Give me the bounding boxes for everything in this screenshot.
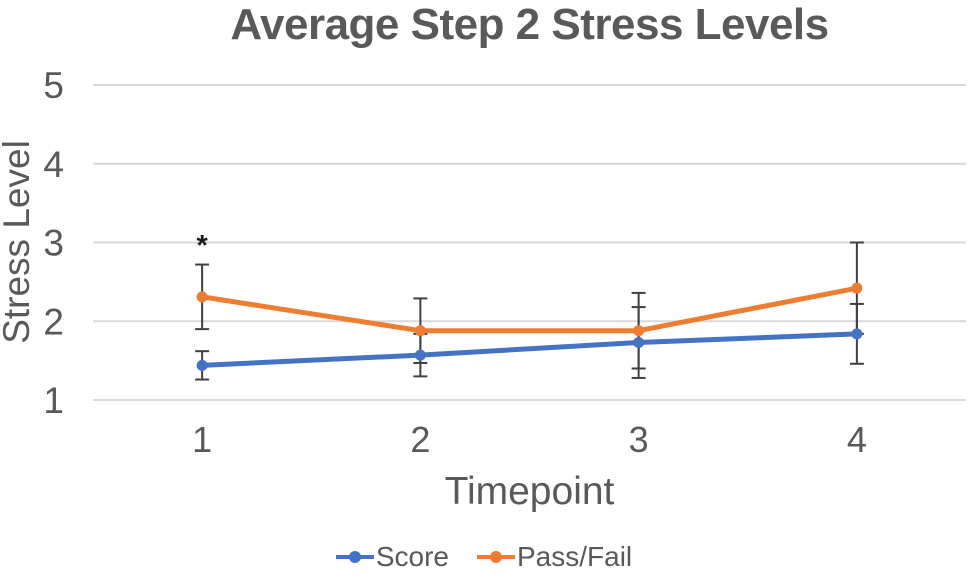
x-axis-title: Timepoint [444,470,615,513]
legend-item-pass-fail: Pass/Fail [477,541,632,573]
data-point [633,325,645,337]
x-tick-label: 2 [410,419,430,460]
chart-title: Average Step 2 Stress Levels [230,0,829,49]
legend-item-score: Score [335,541,449,573]
y-tick-label: 2 [43,301,64,342]
data-point [851,282,863,294]
y-tick-label: 3 [43,223,64,264]
data-point [633,337,645,349]
data-point [196,291,208,303]
y-tick-label: 5 [43,65,64,106]
y-tick-label: 4 [43,144,64,185]
data-point [414,349,426,361]
series-line-pass-fail [199,285,860,334]
legend-label: Score [375,541,449,572]
legend: Score Pass/Fail [0,541,968,573]
legend-label: Pass/Fail [517,541,633,572]
x-tick-label: 1 [192,419,212,460]
x-tick-label: 3 [629,419,649,460]
data-point [196,359,208,371]
series-line-score [199,331,860,368]
legend-marker-icon [477,551,515,563]
data-point [851,328,863,340]
y-tick-label: 1 [43,380,64,421]
significance-marker: * [196,230,208,262]
legend-marker-icon [335,551,374,563]
x-tick-label: 4 [847,419,867,460]
data-point [414,325,426,337]
